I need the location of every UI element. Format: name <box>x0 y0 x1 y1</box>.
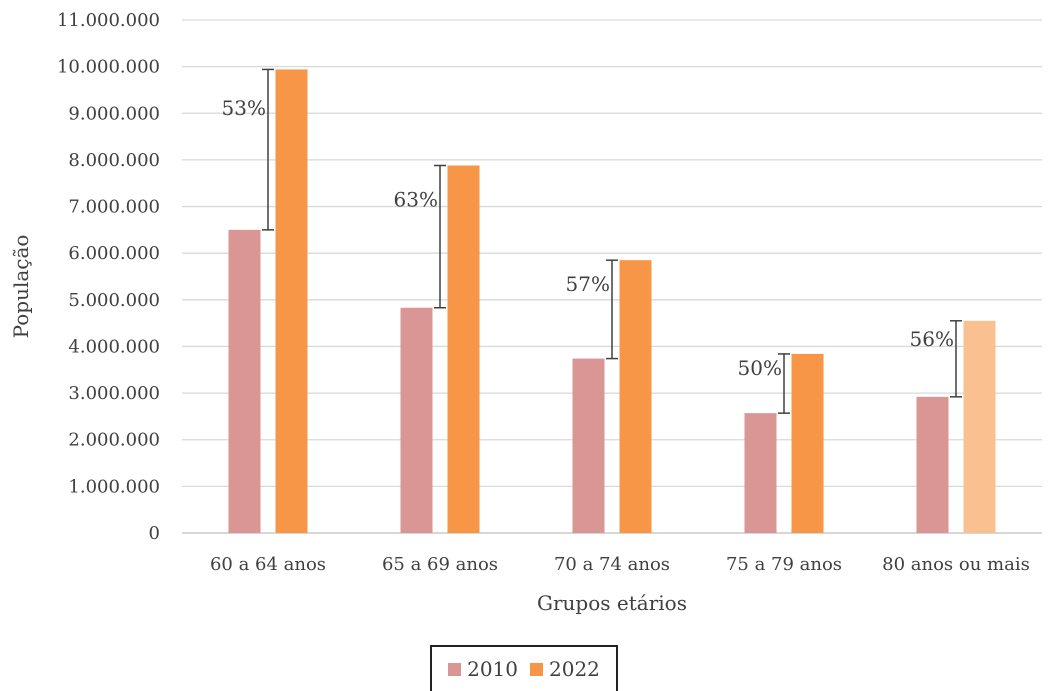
y-tick-label: 5.000.000 <box>68 290 160 311</box>
x-tick-label: 65 a 69 anos <box>382 554 498 575</box>
y-axis-title: População <box>9 235 33 339</box>
legend-label-2010: 2010 <box>467 657 518 681</box>
bar-2022 <box>619 260 652 533</box>
y-tick-label: 7.000.000 <box>68 197 160 218</box>
bar-2022 <box>791 353 824 533</box>
y-tick-label: 6.000.000 <box>68 243 160 264</box>
bar-2010 <box>228 229 261 533</box>
growth-label: 56% <box>910 327 954 351</box>
growth-label: 63% <box>394 188 438 212</box>
y-tick-label: 4.000.000 <box>68 336 160 357</box>
legend-swatch-2010 <box>448 662 462 676</box>
bar-2010 <box>916 396 949 533</box>
bar-2010 <box>400 307 433 533</box>
x-tick-label: 70 a 74 anos <box>554 554 670 575</box>
bar-2022 <box>447 165 480 534</box>
y-tick-label: 2.000.000 <box>68 430 160 451</box>
growth-label: 53% <box>222 96 266 120</box>
y-tick-label: 10.000.000 <box>57 57 160 78</box>
bar-2022 <box>963 320 996 533</box>
x-tick-label: 80 anos ou mais <box>882 554 1030 575</box>
bar-2010 <box>744 413 777 533</box>
y-tick-label: 3.000.000 <box>68 383 160 404</box>
legend-label-2022: 2022 <box>549 657 600 681</box>
x-tick-label: 75 a 79 anos <box>726 554 842 575</box>
growth-label: 57% <box>566 272 610 296</box>
y-tick-label: 8.000.000 <box>68 150 160 171</box>
y-tick-label: 1.000.000 <box>68 476 160 497</box>
y-tick-label: 9.000.000 <box>68 103 160 124</box>
bar-2010 <box>572 358 605 533</box>
bar-2022 <box>275 69 308 534</box>
legend-item-2022: 2022 <box>530 657 600 681</box>
legend: 2010 2022 <box>430 645 618 691</box>
y-tick-label: 0 <box>149 523 160 544</box>
legend-swatch-2022 <box>530 662 543 676</box>
growth-label: 50% <box>738 356 782 380</box>
chart: 0 1.000.000 2.000.000 3.000.000 4.000.000 5.0… <box>9 10 1042 615</box>
x-axis-title: Grupos etários <box>537 591 687 615</box>
legend-item-2010: 2010 <box>448 657 518 681</box>
y-tick-label: 11.000.000 <box>57 10 160 31</box>
x-tick-label: 60 a 64 anos <box>210 554 326 575</box>
